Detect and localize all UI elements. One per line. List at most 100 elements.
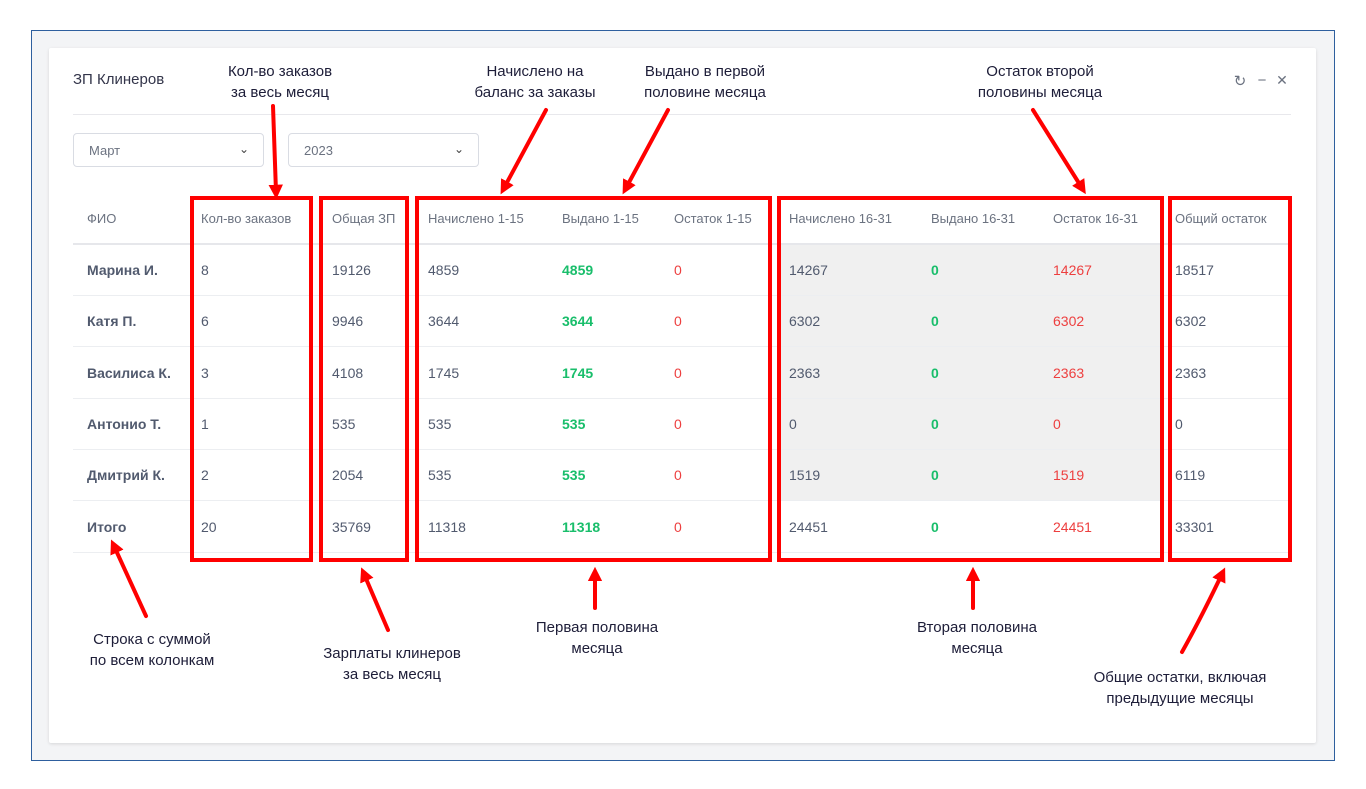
column-header-orders[interactable]: Кол-во заказов	[201, 211, 292, 226]
cell-accrued-1-15: 3644	[428, 313, 460, 330]
close-icon[interactable]: ✕	[1276, 72, 1288, 88]
note-issued-first: Выдано в первой половине месяца	[644, 63, 766, 101]
cell-accrued-16-31: 6302	[789, 313, 821, 330]
cell-orders: 20	[201, 518, 217, 535]
row-name: Антонио Т.	[87, 415, 162, 432]
arrow-total-remainders	[1180, 567, 1226, 654]
column-header-issued-1-15[interactable]: Выдано 1-15	[562, 211, 639, 226]
arrow-remainder-second	[1031, 108, 1086, 195]
cell-salary: 535	[332, 415, 356, 432]
year-select[interactable]: 2023 ⌄	[288, 133, 479, 167]
cell-issued-16-31: 0	[931, 262, 939, 278]
cell-remainder-16-31: 14267	[1053, 262, 1092, 278]
chevron-down-icon: ⌄	[238, 142, 249, 156]
note-second-half: Вторая половина месяца	[917, 619, 1037, 657]
cell-accrued-16-31: 14267	[789, 262, 828, 278]
cell-accrued-1-15: 4859	[428, 262, 460, 278]
column-header-fio[interactable]: ФИО	[87, 211, 117, 226]
note-first-half: Первая половина месяца	[535, 619, 659, 657]
note-accrued: Начислено на баланс за заказы	[474, 63, 596, 101]
highlight-salary-column	[319, 196, 409, 562]
cell-issued-1-15: 3644	[562, 313, 594, 330]
column-header-salary[interactable]: Общая ЗП	[332, 211, 396, 226]
cell-issued-1-15: 11318	[562, 518, 601, 535]
cell-salary: 2054	[332, 467, 364, 484]
row-name: Василиса К.	[87, 364, 171, 381]
cell-total-remainder: 6119	[1175, 467, 1206, 484]
cell-total-remainder: 0	[1175, 415, 1183, 432]
cell-issued-1-15: 535	[562, 415, 586, 432]
row-divider	[73, 397, 1291, 399]
column-header-accrued-1-15[interactable]: Начислено 1-15	[428, 211, 524, 226]
row-divider	[73, 551, 1291, 553]
cell-issued-16-31: 0	[931, 364, 939, 381]
cell-total-remainder: 18517	[1175, 262, 1214, 278]
row-divider	[73, 500, 1291, 502]
header-divider	[73, 114, 1291, 115]
month-select-value: Март	[89, 143, 121, 158]
note-orders-count: Кол-во заказов за весь месяц	[227, 63, 333, 101]
cell-issued-1-15: 4859	[562, 262, 594, 278]
cell-total-remainder: 33301	[1175, 518, 1214, 535]
cell-total-remainder: 2363	[1175, 364, 1207, 381]
cell-orders: 1	[201, 415, 209, 432]
cell-issued-16-31: 0	[931, 518, 939, 535]
highlight-total-remainder	[1168, 196, 1292, 562]
window-title: ЗП Клинеров	[73, 71, 165, 88]
cell-accrued-16-31: 0	[789, 415, 797, 432]
cell-remainder-16-31: 6302	[1053, 313, 1085, 330]
arrow-orders-count	[268, 104, 283, 200]
arrow-salaries	[360, 567, 390, 632]
cell-accrued-1-15: 535	[428, 467, 452, 484]
row-name: Марина И.	[87, 262, 158, 278]
table-header-divider	[73, 243, 1291, 245]
arrow-issued-first	[622, 108, 670, 195]
cell-remainder-1-15: 0	[674, 364, 682, 381]
cell-issued-1-15: 535	[562, 467, 586, 484]
cell-total-remainder: 6302	[1175, 313, 1207, 330]
cell-salary: 4108	[332, 364, 364, 381]
row-name: Дмитрий К.	[87, 467, 165, 484]
note-salaries: Зарплаты клинеров за весь месяц	[323, 645, 461, 683]
cell-issued-16-31: 0	[931, 467, 939, 484]
cell-remainder-16-31: 24451	[1053, 518, 1092, 535]
cell-accrued-16-31: 1519	[789, 467, 821, 484]
column-header-remainder-16-31[interactable]: Остаток 16-31	[1053, 211, 1138, 226]
arrow-accrued	[500, 108, 548, 195]
row-divider	[73, 448, 1291, 450]
cell-accrued-1-15: 1745	[428, 364, 460, 381]
refresh-icon[interactable]: ↻	[1233, 73, 1247, 90]
cell-orders: 2	[201, 467, 209, 484]
year-select-value: 2023	[304, 143, 333, 158]
month-select[interactable]: Март ⌄	[73, 133, 264, 167]
minimize-icon[interactable]: −	[1257, 72, 1267, 89]
row-divider	[73, 346, 1291, 348]
cell-orders: 8	[201, 262, 209, 278]
column-header-remainder-1-15[interactable]: Остаток 1-15	[674, 211, 752, 226]
highlight-second-half	[777, 196, 1164, 562]
cell-salary: 9946	[332, 313, 364, 330]
cell-issued-16-31: 0	[931, 313, 939, 330]
note-remainder-second: Остаток второй половины месяца	[977, 63, 1103, 101]
note-total-remainders: Общие остатки, включая предыдущие месяцы	[1093, 669, 1267, 707]
highlight-orders-column	[190, 196, 313, 562]
cell-accrued-16-31: 2363	[789, 364, 821, 381]
cell-orders: 6	[201, 313, 209, 330]
column-header-accrued-16-31[interactable]: Начислено 16-31	[789, 211, 892, 226]
cell-remainder-16-31: 2363	[1053, 364, 1085, 381]
column-header-issued-16-31[interactable]: Выдано 16-31	[931, 211, 1016, 226]
cell-remainder-1-15: 0	[674, 415, 682, 432]
row-name: Итого	[87, 518, 127, 535]
cell-orders: 3	[201, 364, 209, 381]
cell-remainder-1-15: 0	[674, 262, 682, 278]
cell-accrued-16-31: 24451	[789, 518, 828, 535]
note-total-row: Строка с суммой по всем колонкам	[89, 631, 215, 669]
cell-issued-16-31: 0	[931, 415, 939, 432]
cell-issued-1-15: 1745	[562, 364, 594, 381]
column-header-total-remainder[interactable]: Общий остаток	[1175, 211, 1267, 226]
cell-accrued-1-15: 535	[428, 415, 452, 432]
cell-accrued-1-15: 11318	[428, 518, 466, 535]
cell-remainder-1-15: 0	[674, 313, 682, 330]
cell-salary: 35769	[332, 518, 371, 535]
